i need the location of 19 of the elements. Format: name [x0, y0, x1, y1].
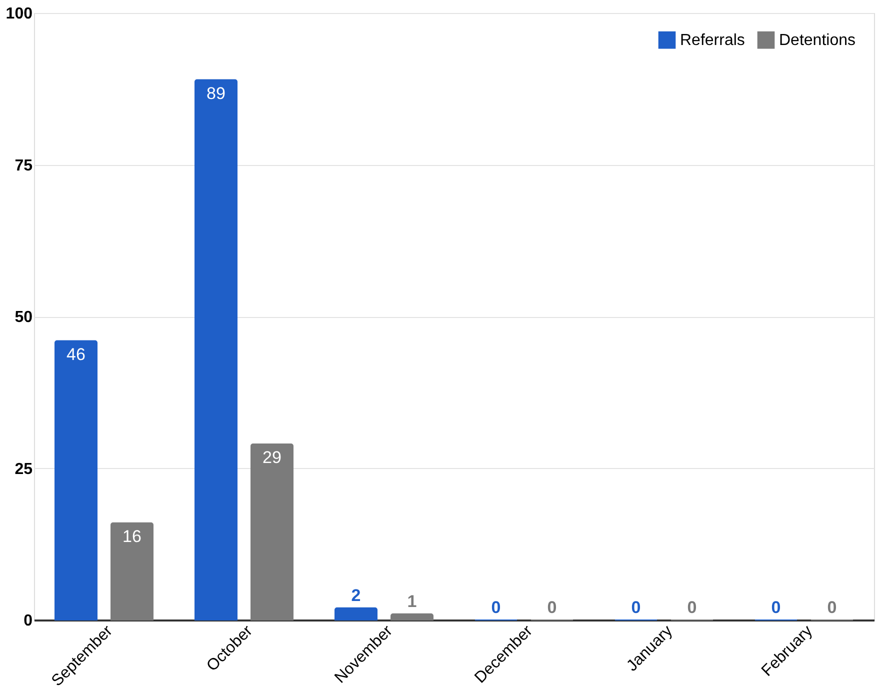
y-tick-label: 75 [14, 157, 33, 174]
data-label: 29 [262, 448, 282, 467]
legend-label: Detentions [779, 32, 856, 50]
data-label: 1 [407, 592, 417, 611]
y-tick-label: 0 [24, 612, 33, 630]
y-tick-label: 50 [14, 309, 33, 326]
data-label: 46 [66, 344, 86, 364]
data-label: 0 [771, 598, 781, 617]
y-tick-label: 100 [6, 6, 33, 22]
legend-label: Referrals [680, 32, 745, 50]
data-label: 0 [547, 598, 557, 617]
data-label: 0 [687, 598, 697, 617]
data-label: 89 [206, 84, 226, 103]
data-label: 16 [122, 526, 142, 546]
y-tick-label: 25 [14, 460, 33, 478]
data-label: 0 [491, 598, 501, 617]
data-label: 0 [827, 598, 837, 617]
data-label: 0 [631, 598, 641, 617]
data-label: 2 [351, 586, 361, 605]
